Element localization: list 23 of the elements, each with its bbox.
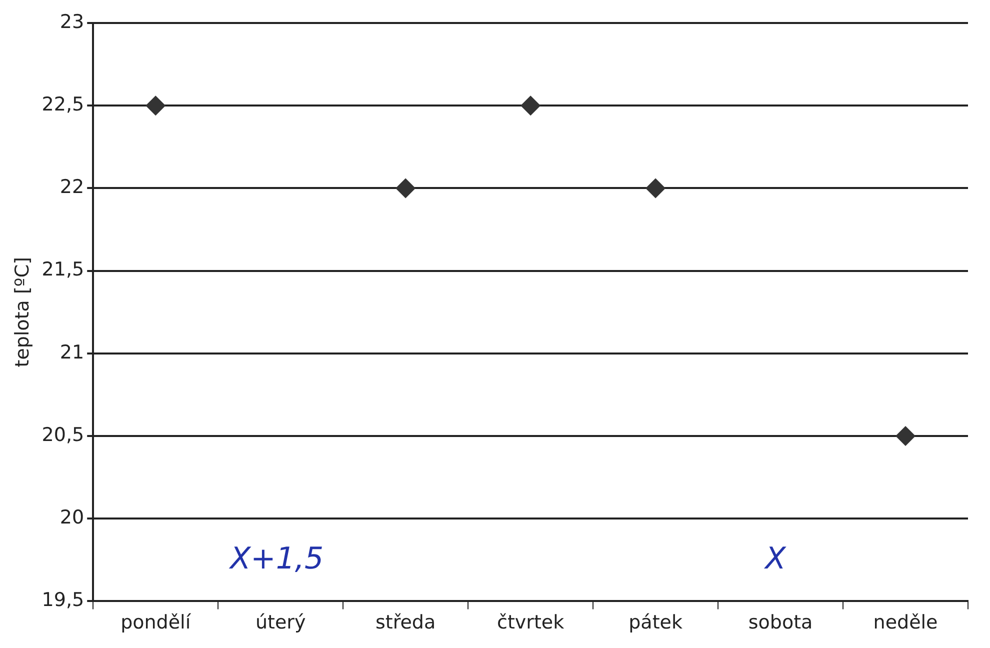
y-tick-label: 23 [60, 10, 84, 33]
x-tick-label: pátek [628, 612, 682, 634]
x-tick-label: pondělí [120, 612, 192, 634]
y-tick-label: 20 [60, 506, 84, 529]
y-tick-label: 22 [60, 176, 84, 198]
y-tick-label: 22,5 [42, 94, 84, 116]
y-tick-label: 21 [60, 341, 84, 364]
point [896, 426, 916, 446]
x-tick-label: čtvrtek [497, 612, 564, 634]
x-tick-label: úterý [255, 612, 306, 634]
y-tick-label: 20,5 [42, 424, 84, 446]
x-tick-label: neděle [873, 612, 938, 634]
y-axis-title: teplota [ºC] [11, 256, 34, 368]
y-tick-label: 19,5 [42, 589, 84, 612]
point [396, 178, 416, 198]
x-tick-label: středa [375, 612, 436, 634]
point [146, 96, 166, 116]
y-tick-label: 21,5 [42, 258, 84, 281]
point [520, 96, 541, 116]
x-tick-label: sobota [748, 612, 813, 634]
annotation: X [763, 542, 788, 577]
point [646, 178, 666, 198]
annotation: X+1,5 [228, 542, 324, 577]
